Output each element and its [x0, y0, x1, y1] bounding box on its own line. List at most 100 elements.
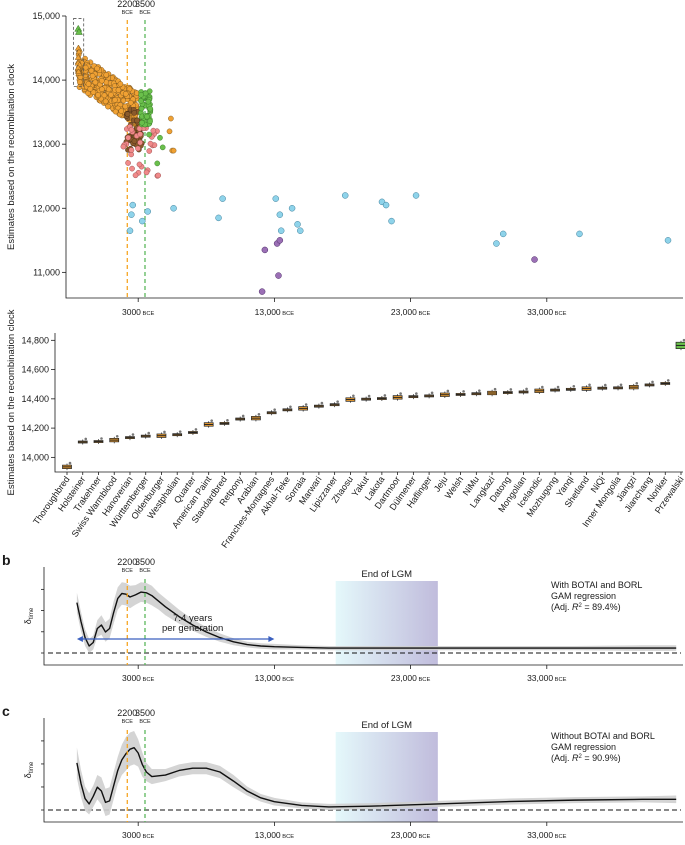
box-outlier — [430, 391, 434, 395]
vline-era: BCE — [139, 10, 151, 16]
data-point — [277, 227, 285, 234]
box-outlier — [572, 384, 576, 388]
box-outlier — [446, 389, 450, 393]
data-point — [276, 211, 284, 218]
data-point — [120, 143, 127, 150]
data-point — [124, 111, 131, 117]
y-axis-label: δtime — [23, 607, 35, 624]
data-point — [105, 86, 112, 93]
data-point — [138, 98, 144, 104]
box-outlier — [100, 437, 103, 440]
data-point — [154, 160, 161, 167]
data-point — [128, 211, 135, 218]
data-point — [75, 48, 83, 55]
x-tick-label: 3000 BCE — [122, 830, 155, 840]
box-outlier — [509, 388, 513, 391]
box-outlier — [493, 387, 497, 391]
data-point — [120, 97, 127, 104]
box-outlier — [603, 383, 607, 387]
data-point — [74, 44, 82, 51]
box-outlier — [556, 385, 560, 389]
data-point — [137, 131, 143, 137]
data-point — [95, 92, 101, 98]
y-tick-label: 13,000 — [32, 139, 60, 149]
arrow-head-right — [268, 636, 275, 642]
box-outlier — [666, 379, 670, 382]
box-outlier — [131, 433, 135, 436]
data-point — [125, 134, 131, 141]
data-point — [412, 192, 420, 199]
data-point — [272, 195, 280, 202]
box-outlier — [210, 419, 213, 422]
panel-letter: c — [2, 703, 10, 719]
data-point — [115, 87, 122, 93]
data-point — [150, 127, 157, 134]
data-point — [125, 160, 131, 166]
x-tick-label: 13,000 BCE — [255, 830, 295, 840]
axis-frame — [54, 333, 683, 473]
axis-frame — [43, 718, 683, 823]
y-axis-label: δtime — [23, 761, 35, 778]
data-point — [276, 237, 284, 244]
annotation-line: Without BOTAI and BORL — [551, 731, 655, 741]
lgm-label: End of LGM — [361, 720, 412, 731]
box-outlier — [320, 401, 324, 405]
data-point — [147, 118, 153, 125]
vline-era: BCE — [139, 719, 151, 725]
box-outlier — [273, 408, 276, 411]
data-point — [101, 92, 108, 99]
data-point — [99, 86, 105, 93]
data-point — [155, 172, 161, 179]
data-point — [105, 103, 111, 110]
box-outlier — [462, 390, 465, 393]
data-point — [288, 205, 296, 212]
y-tick-label: 14,000 — [32, 75, 60, 85]
box-outlier — [682, 338, 685, 342]
box-outlier — [226, 419, 229, 422]
gam-line — [76, 591, 677, 649]
y-tick-label: 15,000 — [32, 11, 60, 21]
x-tick-label: 23,000 BCE — [391, 673, 431, 683]
data-point — [146, 131, 152, 138]
lgm-label: End of LGM — [361, 569, 412, 580]
data-point — [138, 92, 144, 98]
data-point — [159, 144, 166, 151]
vline-era: BCE — [122, 568, 134, 574]
data-point — [143, 169, 150, 176]
box-outlier — [241, 414, 245, 418]
data-point — [147, 140, 154, 147]
y-tick-label: 14,200 — [21, 423, 49, 433]
data-point — [170, 147, 177, 154]
data-point — [128, 147, 135, 153]
data-point — [137, 139, 143, 146]
data-point — [94, 65, 100, 72]
r2-label: (Adj. R2 = 90.9%) — [551, 753, 621, 763]
box-outlier — [525, 387, 528, 391]
data-point — [170, 205, 177, 212]
box-outlier — [163, 430, 166, 434]
data-point — [134, 117, 140, 124]
y-tick-label: 14,600 — [21, 365, 49, 375]
data-point — [117, 81, 124, 87]
data-point — [112, 97, 118, 103]
data-point — [219, 195, 226, 202]
data-point — [136, 125, 143, 132]
x-tick-label: 23,000 BCE — [391, 307, 431, 317]
data-point — [103, 72, 110, 78]
box-outlier — [178, 430, 182, 433]
data-point — [341, 192, 349, 199]
x-tick-label: 13,000 BCE — [255, 307, 295, 317]
data-point — [388, 217, 395, 225]
x-tick-label: 33,000 BCE — [527, 673, 567, 683]
r2-label: (Adj. R2 = 89.4%) — [551, 602, 621, 612]
data-point — [89, 73, 96, 79]
data-point — [499, 230, 507, 238]
data-point — [382, 201, 390, 209]
data-point — [132, 172, 139, 179]
data-point — [576, 230, 583, 238]
data-point — [75, 28, 83, 35]
annotation-line: GAM regression — [551, 591, 616, 601]
vline-era: BCE — [122, 10, 134, 16]
